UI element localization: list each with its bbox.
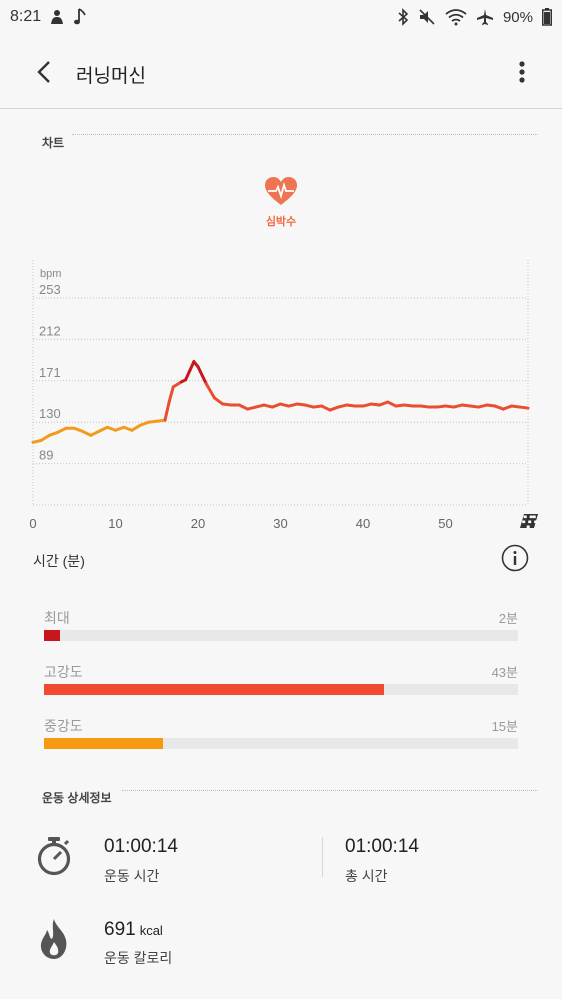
calories-number: 691 (104, 919, 136, 940)
heart-rate-line-segment (89, 429, 101, 437)
flame-icon (38, 918, 70, 965)
bluetooth-icon (397, 8, 409, 26)
chart-y-tick-label: 253 (39, 282, 61, 297)
chart-y-tick-label: 89 (39, 448, 53, 463)
notification-icon (49, 9, 65, 25)
zone-high-value: 43분 (491, 665, 518, 680)
heart-rate-line-segment (39, 433, 51, 442)
back-arrow-icon (37, 61, 50, 83)
heart-rate-line-segment (163, 400, 171, 422)
wifi-icon (445, 8, 467, 26)
zone-max-value: 2분 (498, 611, 518, 626)
mute-icon (418, 8, 436, 26)
zone-moderate-track (44, 738, 518, 749)
section-title-chart: 차트 (42, 136, 65, 150)
chart-y-tick-label: 171 (39, 365, 61, 380)
section-divider (122, 790, 538, 791)
workout-time-label: 운동 시간 (104, 868, 160, 884)
zone-high-track (44, 684, 518, 695)
zone-moderate-label: 중강도 (44, 718, 83, 734)
battery-icon (542, 8, 552, 26)
zone-high-fill (44, 684, 384, 695)
chart-x-tick-label: 40 (356, 516, 370, 531)
page-title: 러닝머신 (76, 66, 146, 87)
chart-y-tick-label: 130 (39, 406, 61, 421)
total-time-label: 총 시간 (345, 868, 388, 884)
heart-rate-line-segment (184, 369, 192, 382)
zone-moderate-value: 15분 (491, 719, 518, 734)
section-title-details: 운동 상세정보 (42, 791, 112, 805)
status-bar: 8:21 90% (0, 0, 562, 36)
stat-divider (322, 837, 323, 877)
chart-x-tick-label: 0 (29, 516, 36, 531)
total-time-value: 01:00:14 (345, 836, 419, 857)
chart-x-tick-label: 20 (191, 516, 205, 531)
status-time: 8:21 (10, 8, 42, 25)
heart-rate-line-segment (518, 405, 530, 410)
calories-label: 운동 칼로리 (104, 950, 173, 966)
heart-rate-line-segment (320, 404, 332, 412)
status-left: 8:21 (10, 8, 87, 26)
chart-y-label: bpm (40, 268, 61, 280)
heart-rate-line-segment (167, 385, 175, 404)
info-button[interactable] (501, 544, 529, 572)
status-right: 90% (397, 8, 552, 26)
heart-rate-line-segment (130, 423, 142, 432)
zone-max-label: 최대 (44, 610, 70, 626)
calories-value: 691 kcal (104, 919, 163, 941)
chart-y-tick-label: 212 (39, 323, 61, 338)
heart-rate-line-segment (196, 365, 208, 386)
heart-rate-line-segment (213, 396, 225, 406)
heart-rate-legend[interactable] (263, 176, 299, 211)
heart-rate-line-segment (81, 429, 93, 437)
time-section-title: 시간 (분) (33, 553, 85, 569)
workout-time-value: 01:00:14 (104, 836, 178, 857)
chart-x-tick-label: 10 (108, 516, 122, 531)
music-note-icon (73, 8, 87, 26)
heart-rate-chart: bpm 253 212 171 130 89 0 10 20 30 40 50 (29, 260, 538, 531)
more-options-button[interactable] (510, 54, 534, 90)
zone-moderate-fill (44, 738, 163, 749)
zone-max-fill (44, 630, 60, 641)
heart-rate-line-segment (386, 400, 398, 408)
heart-rate-icon (265, 177, 297, 205)
airplane-icon (476, 8, 494, 26)
heart-rate-legend-label: 심박수 (265, 216, 297, 228)
calories-unit: kcal (139, 923, 163, 938)
section-divider (72, 134, 538, 135)
zone-high-label: 고강도 (44, 664, 83, 680)
stopwatch-icon (36, 836, 72, 881)
heart-rate-line-segment (171, 380, 183, 389)
app-bar: 러닝머신 (0, 36, 562, 109)
finish-flag-icon (520, 514, 538, 529)
chart-x-tick-label: 30 (273, 516, 287, 531)
back-button[interactable] (24, 52, 64, 92)
more-vert-icon (519, 61, 525, 83)
chart-x-tick-label: 50 (438, 516, 452, 531)
battery-percent: 90% (502, 8, 533, 26)
info-icon (501, 544, 529, 572)
zone-max-track (44, 630, 518, 641)
heart-rate-line-segment (237, 403, 249, 411)
heart-rate-line-segment (204, 382, 216, 400)
heart-rate-line-segment (97, 425, 109, 433)
heart-rate-line-segment (56, 426, 68, 434)
